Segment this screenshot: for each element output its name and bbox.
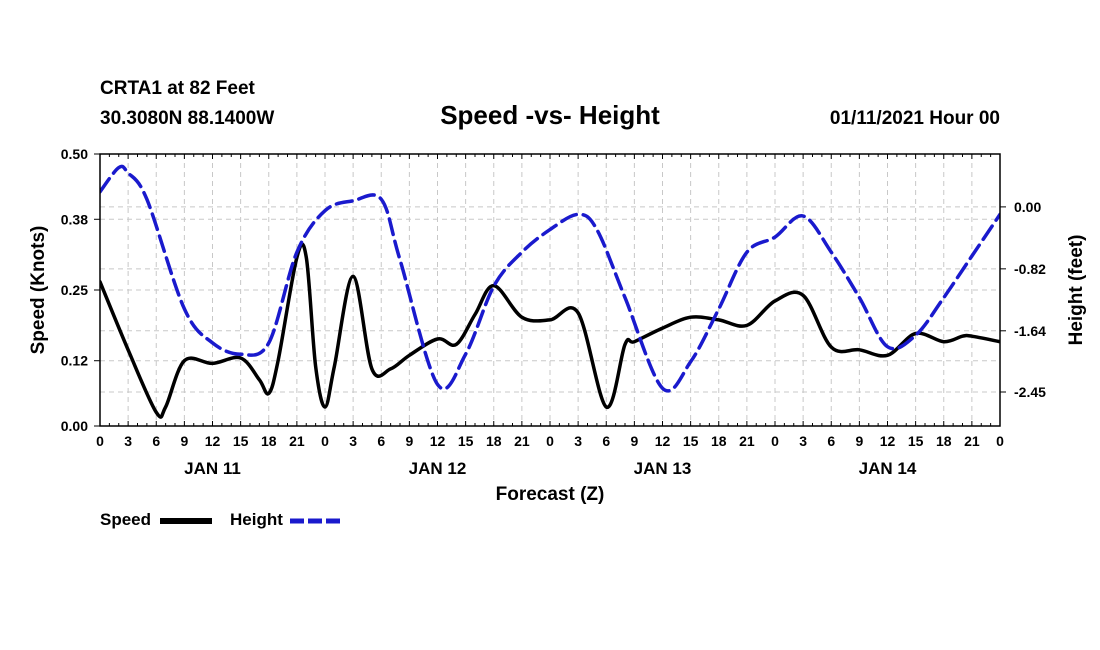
x-tick-label: 0 [546,433,554,449]
y-tick-label: 0.00 [61,418,88,434]
legend-speed-label: Speed [100,510,151,529]
x-tick-label: 15 [908,433,924,449]
x-tick-label: 18 [261,433,277,449]
y2-tick-label: -0.82 [1014,261,1046,277]
day-label: JAN 13 [634,459,692,478]
series-layer [100,164,1000,419]
legend-height-label: Height [230,510,283,529]
y-tick-label: 0.38 [61,211,88,227]
x-tick-label: 3 [574,433,582,449]
legend: Speed Height [100,510,342,529]
x-tick-label: 9 [180,433,188,449]
y-tick-label: 0.12 [61,353,88,369]
x-tick-label: 21 [739,433,755,449]
y2-tick-label: -2.45 [1014,384,1046,400]
y2-axis-title: Height (feet) [1066,235,1087,346]
x-tick-label: 15 [233,433,249,449]
day-label: JAN 12 [409,459,467,478]
x-tick-label: 18 [711,433,727,449]
chart-title: Speed -vs- Height [440,100,660,130]
x-tick-label: 21 [514,433,530,449]
x-tick-label: 3 [349,433,357,449]
x-tick-label: 18 [486,433,502,449]
x-tick-label: 6 [377,433,385,449]
x-tick-label: 0 [321,433,329,449]
x-tick-label: 6 [152,433,160,449]
y2-tick-label: 0.00 [1014,199,1041,215]
x-tick-label: 0 [771,433,779,449]
x-tick-label: 9 [855,433,863,449]
y-axis-title: Speed (Knots) [28,226,49,355]
y2-tick-label: -1.64 [1014,323,1046,339]
x-tick-label: 12 [205,433,221,449]
station-label: CRTA1 at 82 Feet [100,78,256,99]
day-label: JAN 14 [859,459,917,478]
x-tick-label: 21 [964,433,980,449]
x-tick-label: 21 [289,433,305,449]
x-tick-label: 6 [827,433,835,449]
coordinates-label: 30.3080N 88.1400W [100,108,274,129]
x-tick-label: 3 [124,433,132,449]
x-tick-label: 18 [936,433,952,449]
axis-layer: 0 3 6 9 12 15 18 21 0 3 6 9 12 15 18 21 0 3 6 9 12 15 18 21 0 3 6 9… [61,146,1046,478]
date-label: 01/11/2021 Hour 00 [830,108,1000,129]
x-tick-label: 9 [405,433,413,449]
x-tick-label: 12 [430,433,446,449]
y-tick-label: 0.25 [61,282,88,298]
x-tick-label: 15 [458,433,474,449]
x-tick-label: 9 [630,433,638,449]
speed-series-line [100,242,1000,419]
day-label: JAN 11 [184,459,241,478]
height-series-line [100,164,1000,393]
x-tick-label: 0 [996,433,1004,449]
x-tick-label: 12 [655,433,671,449]
x-tick-label: 15 [683,433,699,449]
y-tick-label: 0.50 [61,146,88,162]
x-tick-label: 6 [602,433,610,449]
x-tick-label: 3 [799,433,807,449]
x-axis-title: Forecast (Z) [496,484,605,505]
x-tick-label: 0 [96,433,104,449]
grid-layer [100,154,1000,426]
x-tick-label: 12 [880,433,896,449]
